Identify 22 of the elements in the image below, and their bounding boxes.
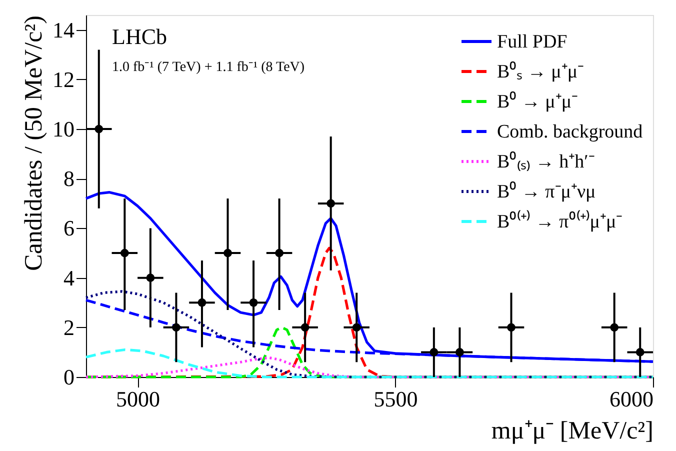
y-tick-label: 2 bbox=[64, 314, 74, 340]
legend-label: B⁰ → μ⁺μ⁻ bbox=[497, 90, 578, 112]
y-tick-label: 4 bbox=[64, 265, 74, 290]
legend-label: B⁰ → π⁻μ⁺νμ bbox=[497, 180, 596, 202]
y-tick-label: 12 bbox=[52, 66, 74, 92]
legend-label: Comb. background bbox=[497, 122, 644, 142]
x-tick-label: 5500 bbox=[374, 386, 418, 412]
legend-label: B⁰ₛ → μ⁺μ⁻ bbox=[497, 60, 584, 82]
annotation: LHCb bbox=[112, 24, 167, 49]
y-tick-label: 8 bbox=[64, 166, 74, 192]
legend-label: Full PDF bbox=[497, 32, 568, 52]
y-tick-label: 10 bbox=[52, 116, 74, 142]
y-tick-label: 0 bbox=[64, 364, 74, 390]
y-tick-label: 14 bbox=[52, 17, 74, 42]
x-tick-label: 6000 bbox=[610, 386, 654, 412]
annotation: 1.0 fb⁻¹ (7 TeV) + 1.1 fb⁻¹ (8 TeV) bbox=[112, 60, 305, 75]
x-tick-label: 5000 bbox=[116, 386, 160, 412]
x-axis-title: mμ⁺μ⁻ [MeV/c²] bbox=[491, 418, 654, 444]
y-axis-title: Candidates / (50 MeV/c²) bbox=[20, 16, 48, 271]
legend-label: B⁰₍ₛ₎ → h⁺h′⁻ bbox=[497, 150, 594, 172]
legend-label: B⁰⁽⁺⁾ → π⁰⁽⁺⁾μ⁺μ⁻ bbox=[497, 210, 622, 232]
y-tick-label: 6 bbox=[64, 216, 74, 241]
